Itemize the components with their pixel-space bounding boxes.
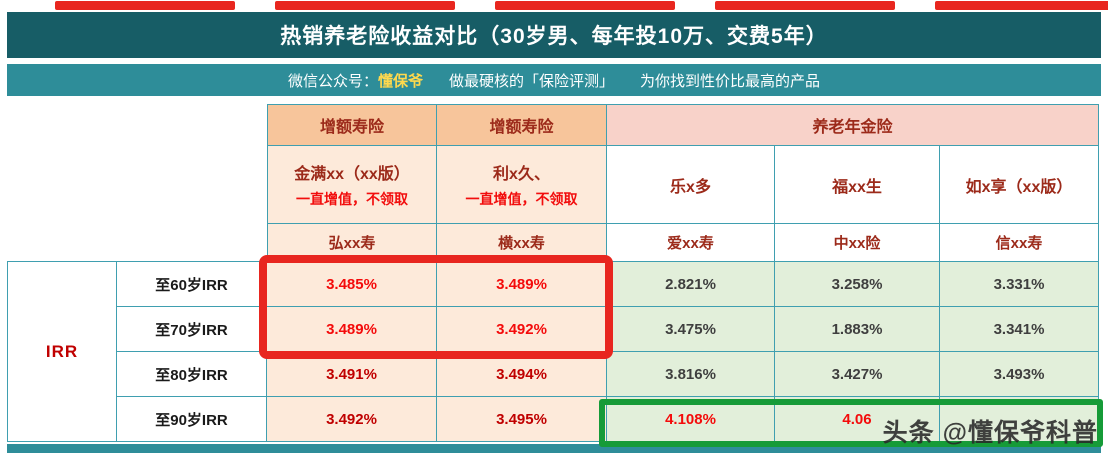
product-cell: 如x享（xx版） — [940, 146, 1099, 224]
product-cell: 乐x多 — [607, 146, 775, 224]
irr-value-cell: 2.821% — [607, 262, 775, 307]
irr-value-cell — [940, 397, 1099, 442]
company-cell: 中xx险 — [775, 224, 940, 262]
row-group-label-irr: IRR — [7, 262, 117, 442]
decor-dash — [715, 1, 895, 10]
company-cell: 横xx寿 — [437, 224, 607, 262]
product-cell: 利x久、 一直增值，不领取 — [437, 146, 607, 224]
irr-value-cell: 3.485% — [267, 262, 437, 307]
irr-value-cell: 3.258% — [775, 262, 940, 307]
column-group-header: 养老年金险 — [607, 104, 1099, 146]
product-note: 一直增值，不领取 — [465, 191, 578, 207]
row-label: 至90岁IRR — [117, 397, 267, 442]
product-name: 如x享（xx版） — [965, 178, 1073, 196]
irr-value-cell: 3.494% — [437, 352, 607, 397]
product-name: 乐x多 — [670, 178, 711, 196]
decor-dash — [275, 1, 455, 10]
row-label: 至80岁IRR — [117, 352, 267, 397]
top-decor-dashes — [0, 1, 1108, 10]
product-name: 利x久、 — [493, 166, 550, 183]
subtitle-tagline: 为你找到性价比最高的产品 — [640, 72, 821, 90]
decor-dash — [935, 1, 1108, 10]
irr-value-cell: 4.06 — [775, 397, 940, 442]
subtitle-bar: 微信公众号： 懂保爷 做最硬核的「保险评测」 为你找到性价比最高的产品 — [7, 64, 1101, 96]
comparison-table: 增额寿险 增额寿险 养老年金险 金满xx（xx版） 一直增值，不领取 利x久、 … — [7, 104, 1101, 442]
wechat-label: 微信公众号： — [287, 72, 378, 90]
decor-dash — [55, 1, 235, 10]
product-cell: 福xx生 — [775, 146, 940, 224]
irr-value-cell: 3.493% — [940, 352, 1099, 397]
irr-value-cell: 3.491% — [267, 352, 437, 397]
irr-value-cell: 4.108% — [607, 397, 775, 442]
irr-value-cell: 3.475% — [607, 307, 775, 352]
row-label: 至60岁IRR — [117, 262, 267, 307]
product-name: 福xx生 — [832, 178, 882, 196]
row-label: 至70岁IRR — [117, 307, 267, 352]
irr-value-cell: 3.341% — [940, 307, 1099, 352]
wechat-brand-name: 懂保爷 — [377, 72, 423, 90]
irr-value-cell: 3.492% — [267, 397, 437, 442]
bottom-decor-strip — [7, 444, 1101, 453]
irr-value-cell: 3.495% — [437, 397, 607, 442]
page-title: 热销养老险收益对比（30岁男、每年投10万、交费5年） — [280, 25, 828, 48]
decor-dash — [495, 1, 675, 10]
irr-value-cell: 3.331% — [940, 262, 1099, 307]
company-cell: 爱xx寿 — [607, 224, 775, 262]
subtitle-slogan: 做最硬核的「保险评测」 — [449, 72, 615, 90]
irr-value-cell: 3.489% — [267, 307, 437, 352]
column-group-header: 增额寿险 — [267, 104, 437, 146]
irr-value-cell: 3.492% — [437, 307, 607, 352]
irr-value-cell: 3.816% — [607, 352, 775, 397]
product-note: 一直增值，不领取 — [296, 191, 408, 207]
product-cell: 金满xx（xx版） 一直增值，不领取 — [267, 146, 437, 224]
irr-value-cell: 3.489% — [437, 262, 607, 307]
company-cell: 弘xx寿 — [267, 224, 437, 262]
product-name: 金满xx（xx版） — [294, 166, 410, 183]
title-bar: 热销养老险收益对比（30岁男、每年投10万、交费5年） — [7, 12, 1101, 58]
irr-value-cell: 1.883% — [775, 307, 940, 352]
company-cell: 信xx寿 — [940, 224, 1099, 262]
table-blank-corner — [7, 104, 267, 262]
column-group-header: 增额寿险 — [437, 104, 607, 146]
irr-value-cell: 3.427% — [775, 352, 940, 397]
